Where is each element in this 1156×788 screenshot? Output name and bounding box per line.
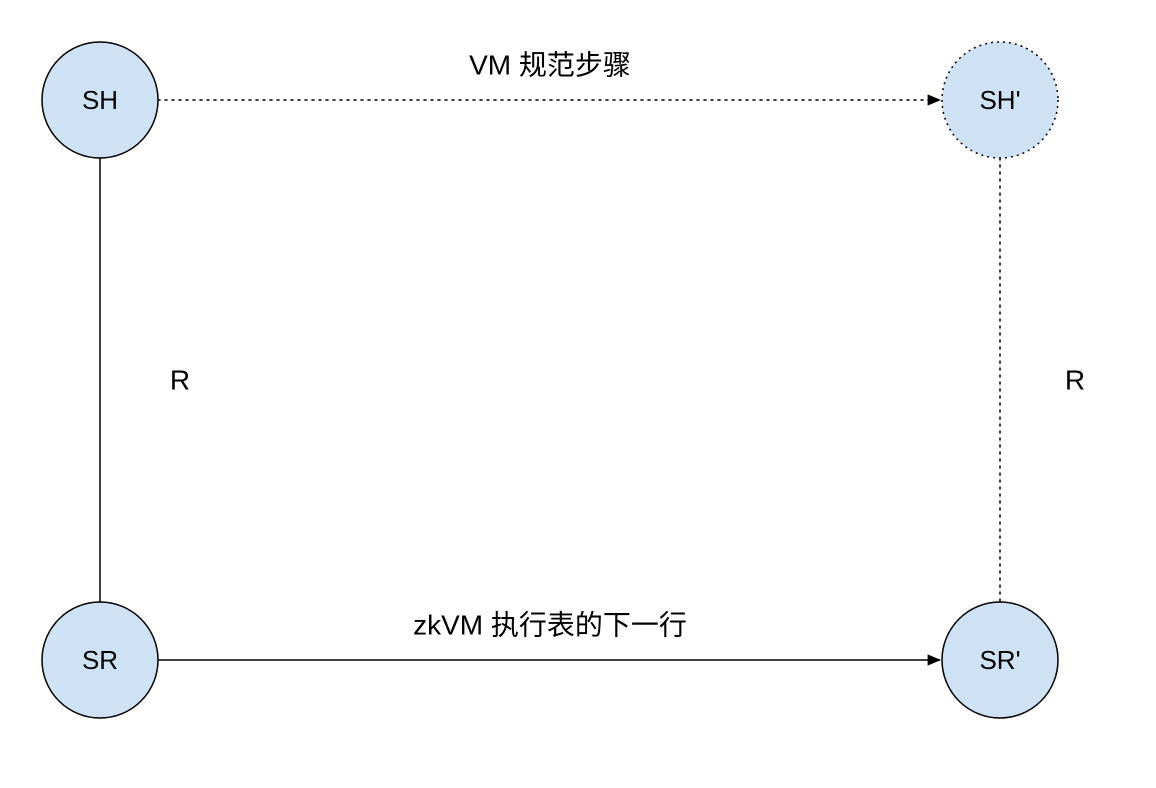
edge-zkvm-next-row-label: zkVM 执行表的下一行 xyxy=(413,610,687,641)
node-sr-prime-label: SR' xyxy=(979,645,1020,675)
node-sr-prime: SR' xyxy=(942,602,1058,718)
edge-relation-left-label: R xyxy=(170,365,190,396)
node-sh: SH xyxy=(42,42,158,158)
node-sh-label: SH xyxy=(82,85,118,115)
node-sr: SR xyxy=(42,602,158,718)
edge-relation-right-label: R xyxy=(1065,365,1085,396)
node-sr-label: SR xyxy=(82,645,118,675)
node-sh-prime: SH' xyxy=(942,42,1058,158)
edge-vm-spec-step-label: VM 规范步骤 xyxy=(469,50,631,81)
commuting-diagram: VM 规范步骤 zkVM 执行表的下一行 R R SH SH' SR SR' xyxy=(0,0,1156,788)
node-sh-prime-label: SH' xyxy=(979,85,1020,115)
